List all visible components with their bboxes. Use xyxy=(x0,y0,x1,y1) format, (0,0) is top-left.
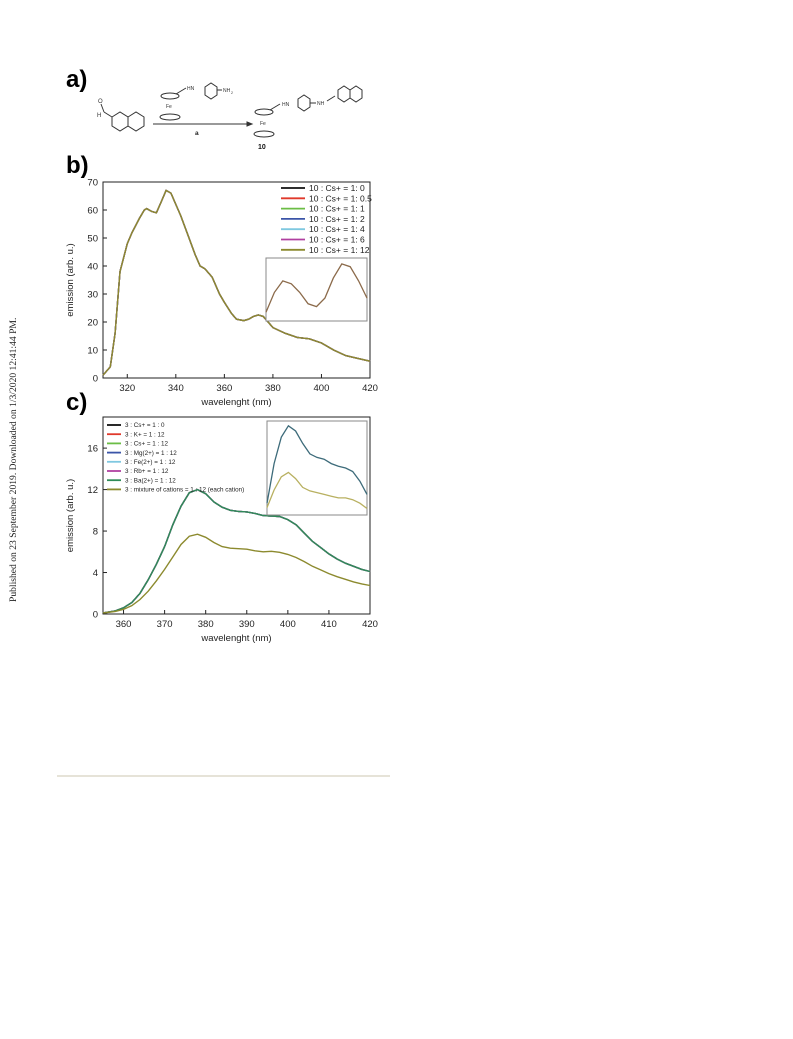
series-line-8 xyxy=(102,533,371,614)
legend-entry: 10 : Cs+ = 1: 1 xyxy=(309,204,365,214)
legend-entry: 10 : Cs+ = 1: 0.5 xyxy=(309,193,372,203)
legend-entry: 10 : Cs+ = 1: 12 xyxy=(309,245,370,255)
x-tick-label: 360 xyxy=(116,619,132,630)
x-axis-label: wavelenght (nm) xyxy=(200,397,271,408)
legend-entry: 3 : Cs+ = 1 : 0 xyxy=(125,422,165,429)
y-tick-label: 4 xyxy=(93,568,98,579)
y-tick-label: 40 xyxy=(87,262,98,273)
reaction-scheme: a) H O Fe HN NH 2 a xyxy=(66,66,363,151)
y-tick-label: 0 xyxy=(93,374,98,385)
y-tick-label: 16 xyxy=(87,444,98,455)
x-tick-label: 340 xyxy=(168,383,184,394)
inset-line-1 xyxy=(266,424,368,504)
legend-entry: 10 : Cs+ = 1: 0 xyxy=(309,183,365,193)
panel-label: c) xyxy=(66,389,87,416)
arrow-label: a xyxy=(195,130,199,137)
x-tick-label: 360 xyxy=(216,383,232,394)
nh-label-product: NH xyxy=(317,101,325,107)
legend-entry: 3 : Ba(2+) = 1 : 12 xyxy=(125,477,176,484)
y-tick-label: 8 xyxy=(93,527,98,538)
y-tick-label: 70 xyxy=(87,178,98,189)
x-tick-label: 380 xyxy=(265,383,281,394)
product-structure: Fe HN NH 10 xyxy=(253,85,363,151)
compound-label: 10 xyxy=(258,144,266,151)
fe-label-reagent: Fe xyxy=(166,104,172,110)
y-tick-label: 50 xyxy=(87,234,98,245)
legend-entry: 3 : Cs+ = 1 : 12 xyxy=(125,441,169,448)
y-tick-label: 30 xyxy=(87,290,98,301)
x-tick-label: 380 xyxy=(198,619,214,630)
legend-entry: 3 : Rb+ = 1 : 12 xyxy=(125,468,169,475)
x-tick-label: 400 xyxy=(280,619,296,630)
o-label: O xyxy=(98,99,103,105)
legend-entry: 10 : Cs+ = 1: 4 xyxy=(309,224,365,234)
hn-label-reagent: HN xyxy=(187,86,195,92)
nh2-subscript: 2 xyxy=(231,91,233,95)
y-tick-label: 0 xyxy=(93,610,98,621)
x-tick-label: 400 xyxy=(314,383,330,394)
x-tick-label: 420 xyxy=(362,383,378,394)
legend-entry: 3 : Mg(2+) = 1 : 12 xyxy=(125,450,177,457)
series-line-7 xyxy=(102,189,371,376)
legend-entry: 10 : Cs+ = 1: 2 xyxy=(309,214,365,224)
nh2-label: NH xyxy=(223,88,231,94)
fe-label-product: Fe xyxy=(260,121,266,127)
naphthaldehyde-structure: H O xyxy=(97,99,145,132)
panel-label: b) xyxy=(66,152,89,179)
y-tick-label: 10 xyxy=(87,346,98,357)
x-tick-label: 420 xyxy=(362,619,378,630)
x-tick-label: 320 xyxy=(119,383,135,394)
legend-entry: 10 : Cs+ = 1: 6 xyxy=(309,234,365,244)
x-axis-label: wavelenght (nm) xyxy=(200,633,271,644)
x-tick-label: 410 xyxy=(321,619,337,630)
x-tick-label: 390 xyxy=(239,619,255,630)
y-axis-label: emission (arb. u.) xyxy=(65,243,76,316)
y-tick-label: 20 xyxy=(87,318,98,329)
x-tick-label: 370 xyxy=(157,619,173,630)
y-tick-label: 12 xyxy=(87,485,98,496)
hn-label-product: HN xyxy=(282,102,290,108)
series-line-7 xyxy=(102,488,371,614)
plot-frame xyxy=(102,181,371,379)
chart-b: b) 320 340 360 380 400 420 0 10 20 30 40 50 60 70 wavel… xyxy=(65,152,378,408)
h-label: H xyxy=(97,113,101,119)
ferrocene-amine-reagent: Fe HN NH 2 xyxy=(159,82,233,121)
legend-entry: 3 : mixture of cations = 1 : 12 (each ca… xyxy=(125,487,244,494)
y-axis-label: emission (arb. u.) xyxy=(65,479,76,552)
inset-frame xyxy=(265,257,368,322)
plot-frame xyxy=(102,416,371,615)
legend-entry: 3 : Fe(2+) = 1 : 12 xyxy=(125,459,176,466)
panel-label-a: a) xyxy=(66,66,87,93)
inset-line-2 xyxy=(266,471,368,510)
arrowhead xyxy=(246,121,254,127)
y-tick-label: 60 xyxy=(87,206,98,217)
inset-line-1 xyxy=(265,263,368,313)
legend-entry: 3 : K+ = 1 : 12 xyxy=(125,431,165,438)
divider-line xyxy=(57,775,390,777)
chart-c: c) 360 370 380 390 400 410 420 0 4 8 12 16 wavelenght… xyxy=(65,389,378,644)
